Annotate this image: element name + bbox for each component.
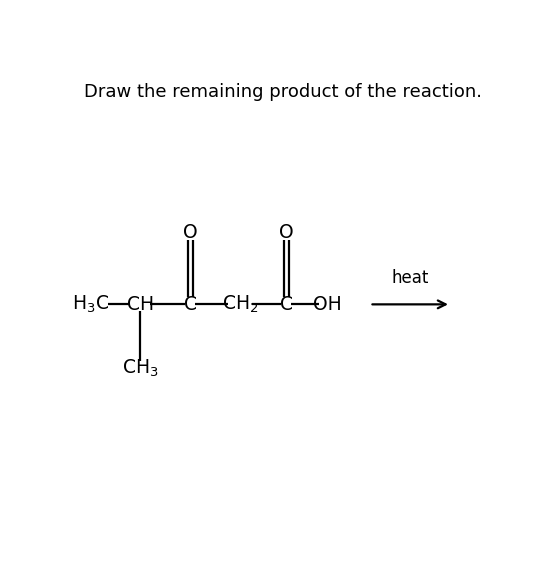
Text: CH$_3$: CH$_3$: [122, 358, 159, 379]
Text: Draw the remaining product of the reaction.: Draw the remaining product of the reacti…: [84, 83, 482, 101]
Text: CH$_2$: CH$_2$: [222, 294, 259, 315]
Text: heat: heat: [391, 269, 429, 287]
Text: C: C: [280, 295, 293, 314]
Text: H$_3$C: H$_3$C: [72, 294, 109, 315]
Text: O: O: [279, 223, 293, 242]
Text: O: O: [183, 223, 197, 242]
Text: C: C: [184, 295, 197, 314]
Text: CH: CH: [126, 295, 154, 314]
Text: OH: OH: [314, 295, 342, 314]
